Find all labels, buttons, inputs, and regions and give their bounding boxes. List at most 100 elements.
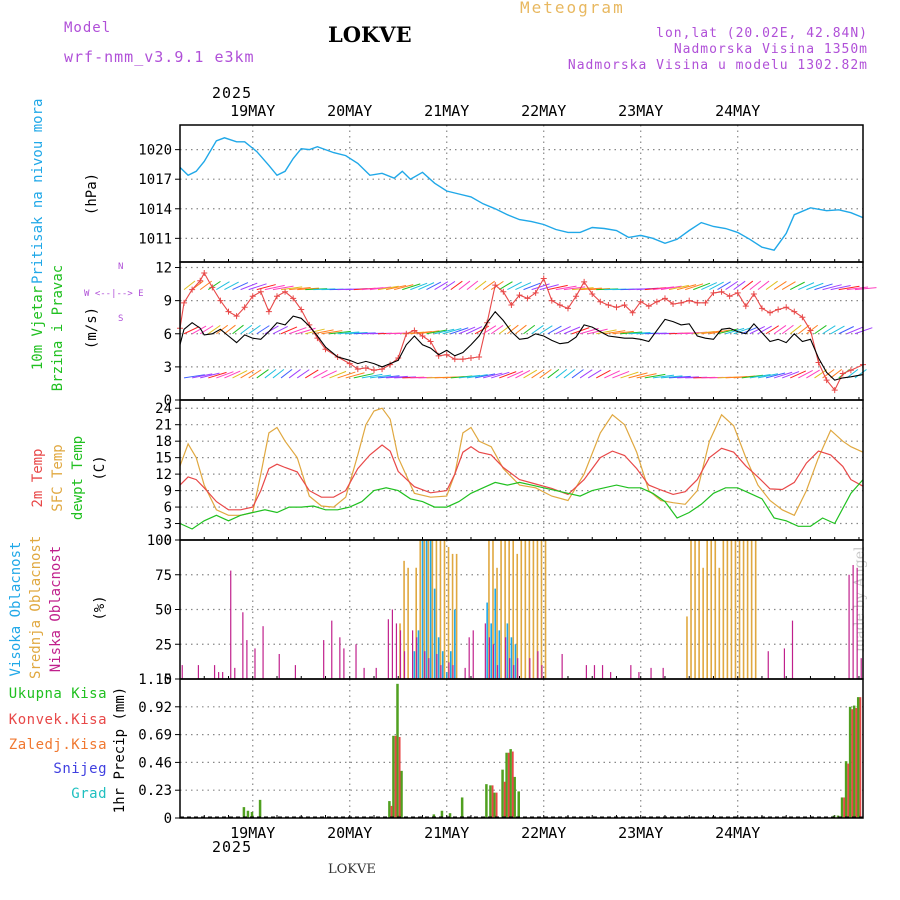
wind-arrow	[523, 282, 541, 291]
wind-arrow	[482, 280, 495, 291]
wind-arrow	[272, 285, 294, 291]
wind-gust-marker	[189, 286, 196, 293]
wind-arrow	[466, 374, 488, 379]
wind-arrow	[458, 374, 481, 379]
wind-gust-marker	[839, 370, 846, 377]
cloud-tick-label: 50	[155, 603, 172, 619]
wind-arrow	[264, 325, 279, 335]
total-rain-bar	[848, 706, 852, 818]
wind-arrow	[741, 280, 754, 290]
wind-gust-marker	[419, 332, 426, 339]
wind-arrow	[596, 329, 617, 335]
wind-gust-marker	[508, 302, 515, 309]
wind-arrow	[474, 280, 487, 290]
wind-arrow	[660, 375, 683, 379]
wind-arrow	[612, 330, 634, 335]
conv-rain-bar	[855, 708, 858, 818]
wind-arrow	[798, 369, 813, 379]
wind-gust-marker	[411, 327, 418, 334]
wind-arrow	[256, 284, 276, 291]
wind-arrow	[442, 280, 456, 291]
wind-gust-marker	[370, 367, 377, 374]
wind-arrow	[612, 370, 630, 379]
wind-gust-marker	[670, 300, 677, 307]
wind-arrow	[725, 327, 745, 335]
wind-arrow	[272, 325, 288, 335]
wind-arrow	[547, 325, 562, 335]
wind-arrow	[701, 330, 723, 335]
wind-arrow	[523, 324, 536, 335]
wind-gust-marker	[783, 304, 790, 311]
wind-gust-marker	[799, 314, 806, 321]
wind-arrow	[515, 324, 527, 335]
wind-arrow	[224, 281, 239, 291]
conv-rain-bar	[390, 805, 393, 818]
wind-arrow	[337, 331, 360, 335]
wind-arrow	[693, 330, 715, 335]
wind-gust-marker	[524, 295, 531, 302]
dewpt-line	[179, 479, 864, 530]
day-label-top: 23MAY	[618, 102, 663, 120]
wind-gust-marker	[265, 308, 272, 315]
wind-arrow	[838, 285, 860, 291]
day-label-top: 24MAY	[715, 102, 760, 120]
wind-arrow	[757, 373, 778, 379]
day-label-top: 19MAY	[230, 102, 275, 120]
wind-gust-marker	[823, 377, 830, 384]
wind-arrow	[628, 372, 648, 379]
wind-gust-marker	[403, 330, 410, 337]
wind-arrow	[200, 372, 220, 379]
wind-arrow	[725, 280, 739, 291]
wind-gust-marker	[597, 298, 604, 305]
wind-arrow	[539, 325, 553, 335]
wind-gust-marker	[476, 353, 483, 360]
wind-arrow	[587, 369, 602, 379]
wind-arrow	[798, 282, 815, 291]
precip-tick-label: 0.92	[138, 700, 172, 716]
wind-arrow	[248, 283, 267, 291]
wind-arrow	[547, 284, 568, 291]
temp-tick-label: 3	[164, 517, 172, 533]
wind-arrow	[248, 324, 261, 335]
wind-gust-marker	[718, 288, 725, 295]
wind-gust-marker	[354, 366, 361, 373]
wind-gust-marker	[694, 299, 701, 306]
wind-gust-marker	[257, 288, 264, 295]
total-rain-bar	[432, 814, 436, 818]
wind-gust-marker	[710, 289, 717, 296]
wind-arrow	[474, 325, 490, 335]
wind-arrow	[765, 325, 779, 335]
temp-tick-label: 21	[155, 418, 172, 434]
precip-tick-label: 0	[164, 811, 172, 827]
day-label-bottom: 22MAY	[521, 824, 566, 842]
wind-arrow	[773, 325, 787, 335]
wind-arrow	[418, 282, 435, 291]
wind-gust-marker	[306, 321, 313, 328]
wind-gust-marker	[621, 302, 628, 309]
conv-rain-bar	[507, 752, 510, 818]
precip-tick-label: 0.69	[138, 728, 172, 744]
wind-arrow	[208, 371, 227, 379]
wind-arrow	[555, 326, 571, 335]
wind-arrow	[353, 373, 374, 379]
wind-arrow	[297, 287, 319, 291]
wind-gust-marker	[197, 277, 204, 284]
temp-tick-label: 6	[164, 500, 172, 516]
wind-arrow	[216, 324, 229, 335]
wind-arrow	[563, 368, 576, 379]
total-rain-bar	[505, 752, 508, 818]
wind-arrow	[240, 369, 255, 379]
day-label-top: 20MAY	[327, 102, 372, 120]
wind-arrow	[822, 325, 836, 335]
wind-arrow	[539, 369, 552, 379]
wind-arrow	[765, 372, 786, 379]
cloud-tick-label: 75	[155, 568, 172, 584]
panel-frame	[179, 399, 864, 541]
wind-arrow	[806, 369, 820, 379]
temp-tick-label: 0	[164, 533, 172, 549]
legend-conv-rain: Konvek.Kisa	[8, 712, 107, 728]
wind-gust-marker	[767, 309, 774, 316]
wind-arrow	[321, 330, 343, 335]
total-rain-bar	[250, 811, 254, 818]
wind-arrow	[199, 325, 214, 335]
